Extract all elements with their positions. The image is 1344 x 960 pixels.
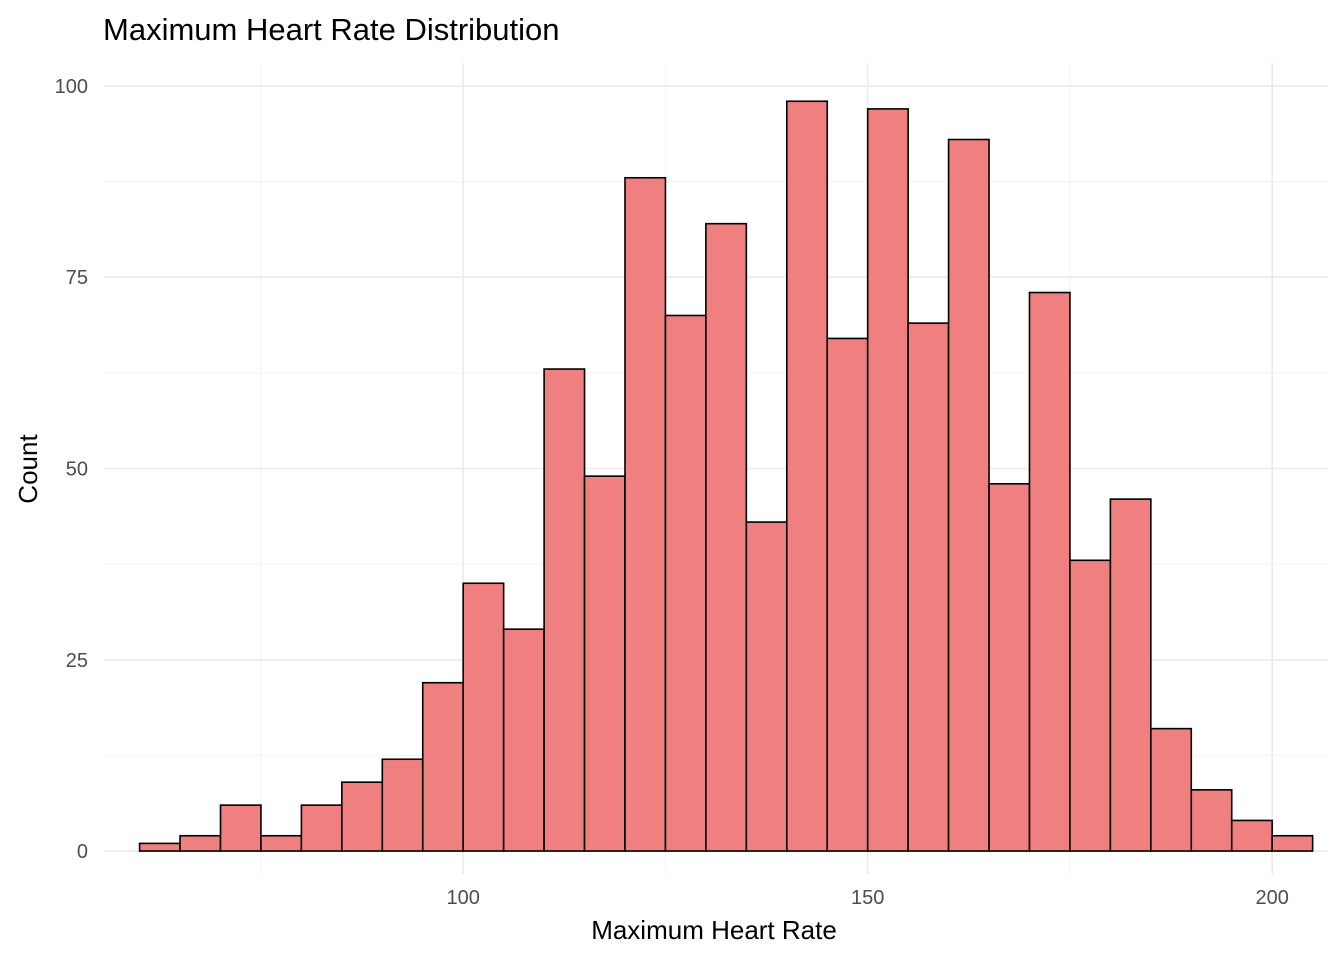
- y-axis-title: Count: [13, 434, 43, 504]
- histogram-bar: [381, 758, 424, 852]
- histogram-bar: [1190, 789, 1233, 852]
- x-tick-label: 100: [447, 887, 480, 909]
- x-tick-label: 200: [1255, 887, 1288, 909]
- y-tick-label: 25: [66, 650, 88, 672]
- x-tick-label: 150: [851, 887, 884, 909]
- chart-title: Maximum Heart Rate Distribution: [103, 12, 560, 47]
- histogram-bar: [462, 582, 505, 852]
- histogram-bar: [907, 322, 950, 852]
- histogram-bar: [1271, 834, 1314, 852]
- histogram-bar: [1230, 819, 1273, 852]
- histogram-bar: [705, 222, 748, 852]
- histogram-bar: [866, 108, 909, 852]
- histogram-bar: [179, 834, 222, 852]
- histogram-bar: [947, 138, 990, 852]
- axis-ticks: 100 150 200 0 25 50 75 100: [55, 76, 1289, 909]
- y-tick-label: 50: [66, 459, 88, 481]
- histogram-bar: [988, 483, 1031, 852]
- histogram-bar: [1069, 559, 1112, 852]
- y-tick-label: 100: [55, 76, 88, 98]
- histogram-bar: [664, 314, 707, 852]
- histogram-bar: [300, 804, 343, 852]
- x-axis-title: Maximum Heart Rate: [591, 915, 837, 945]
- histogram-bar: [138, 842, 181, 852]
- histogram-bar: [1109, 498, 1152, 852]
- histogram-bar: [624, 176, 667, 852]
- histogram-bar: [1150, 727, 1193, 852]
- histogram-bar: [1028, 291, 1071, 852]
- histogram-bar: [341, 781, 384, 852]
- histogram-bar: [502, 628, 545, 852]
- y-tick-label: 75: [66, 267, 88, 289]
- histogram-bar: [421, 681, 464, 852]
- histogram-bar: [785, 100, 829, 852]
- histogram-bar: [543, 368, 586, 852]
- y-tick-label: 0: [77, 841, 88, 863]
- histogram-bar: [219, 804, 262, 852]
- histogram-bar: [260, 834, 303, 852]
- histogram-bar: [826, 337, 869, 852]
- histogram-bar: [745, 521, 788, 852]
- histogram-bars: [138, 100, 1314, 852]
- histogram-bar: [583, 475, 626, 852]
